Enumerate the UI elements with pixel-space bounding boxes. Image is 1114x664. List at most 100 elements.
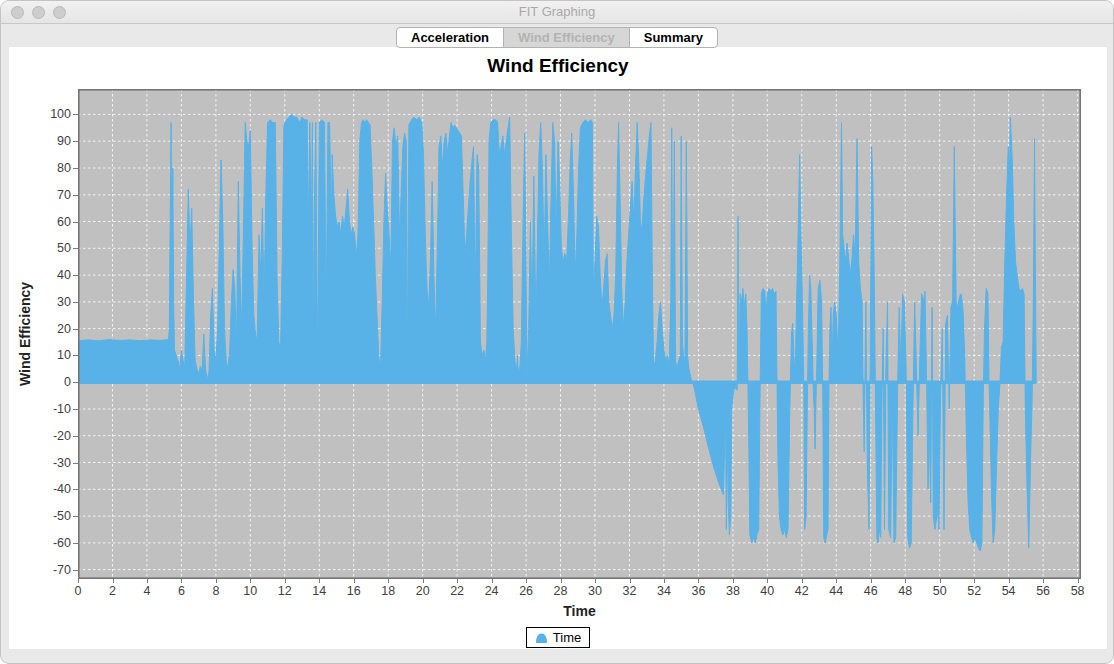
y-tick-label: 50 bbox=[31, 241, 71, 255]
y-tick-mark bbox=[73, 355, 78, 356]
x-tick-mark bbox=[836, 579, 837, 583]
tab-wind-efficiency[interactable]: Wind Efficiency bbox=[503, 27, 630, 48]
y-tick-mark bbox=[73, 168, 78, 169]
app-window: FIT Graphing AccelerationWind Efficiency… bbox=[0, 0, 1114, 664]
wind-efficiency-plot bbox=[78, 89, 1081, 579]
x-tick-mark bbox=[113, 579, 114, 583]
zoom-button[interactable] bbox=[53, 6, 66, 19]
y-tick-mark bbox=[73, 436, 78, 437]
y-tick-label: 70 bbox=[31, 188, 71, 202]
y-tick-mark bbox=[73, 489, 78, 490]
x-tick-mark bbox=[457, 579, 458, 583]
y-tick-mark bbox=[73, 570, 78, 571]
y-tick-label: 90 bbox=[31, 134, 71, 148]
x-tick-mark bbox=[664, 579, 665, 583]
x-tick-label: 20 bbox=[416, 584, 430, 598]
y-tick-label: 80 bbox=[31, 161, 71, 175]
x-axis-label: Time bbox=[78, 603, 1081, 619]
x-tick-label: 8 bbox=[212, 584, 219, 598]
x-tick-mark bbox=[423, 579, 424, 583]
x-tick-label: 26 bbox=[519, 584, 533, 598]
y-tick-label: 20 bbox=[31, 322, 71, 336]
y-tick-label: 100 bbox=[31, 107, 71, 121]
y-tick-mark bbox=[73, 222, 78, 223]
y-tick-mark bbox=[73, 543, 78, 544]
tab-summary[interactable]: Summary bbox=[629, 27, 718, 48]
y-tick-label: 10 bbox=[31, 348, 71, 362]
x-tick-mark bbox=[1078, 579, 1079, 583]
x-tick-label: 50 bbox=[933, 584, 947, 598]
y-tick-label: -40 bbox=[31, 482, 71, 496]
x-tick-label: 44 bbox=[829, 584, 843, 598]
legend: Time bbox=[9, 627, 1107, 648]
x-tick-mark bbox=[561, 579, 562, 583]
y-tick-label: -60 bbox=[31, 536, 71, 550]
x-tick-mark bbox=[974, 579, 975, 583]
y-tick-mark bbox=[73, 463, 78, 464]
x-tick-label: 38 bbox=[726, 584, 740, 598]
x-tick-mark bbox=[802, 579, 803, 583]
minimize-button[interactable] bbox=[32, 6, 45, 19]
x-tick-label: 54 bbox=[1002, 584, 1016, 598]
x-tick-label: 36 bbox=[691, 584, 705, 598]
close-button[interactable] bbox=[11, 6, 24, 19]
x-tick-label: 30 bbox=[588, 584, 602, 598]
tab-acceleration[interactable]: Acceleration bbox=[396, 27, 504, 48]
x-tick-label: 40 bbox=[760, 584, 774, 598]
y-tick-mark bbox=[73, 141, 78, 142]
y-tick-label: -50 bbox=[31, 509, 71, 523]
x-tick-mark bbox=[354, 579, 355, 583]
legend-box: Time bbox=[526, 627, 590, 648]
x-tick-label: 6 bbox=[178, 584, 185, 598]
x-tick-mark bbox=[216, 579, 217, 583]
chart-panel: Wind Efficiency 024681012141618202224262… bbox=[9, 47, 1107, 649]
x-tick-mark bbox=[526, 579, 527, 583]
y-tick-label: 60 bbox=[31, 215, 71, 229]
title-bar: FIT Graphing bbox=[1, 1, 1113, 24]
x-tick-mark bbox=[767, 579, 768, 583]
x-tick-label: 14 bbox=[312, 584, 326, 598]
x-tick-mark bbox=[285, 579, 286, 583]
x-tick-mark bbox=[147, 579, 148, 583]
x-tick-mark bbox=[595, 579, 596, 583]
y-tick-mark bbox=[73, 114, 78, 115]
y-tick-mark bbox=[73, 195, 78, 196]
x-tick-mark bbox=[492, 579, 493, 583]
x-tick-mark bbox=[1043, 579, 1044, 583]
x-tick-mark bbox=[630, 579, 631, 583]
y-tick-label: -70 bbox=[31, 563, 71, 577]
x-tick-label: 16 bbox=[347, 584, 361, 598]
x-tick-label: 0 bbox=[75, 584, 82, 598]
x-tick-mark bbox=[78, 579, 79, 583]
y-axis-label: Wind Efficiency bbox=[17, 282, 33, 386]
y-tick-label: 40 bbox=[31, 268, 71, 282]
x-tick-mark bbox=[905, 579, 906, 583]
x-tick-label: 4 bbox=[143, 584, 150, 598]
y-tick-mark bbox=[73, 302, 78, 303]
x-tick-label: 12 bbox=[278, 584, 292, 598]
x-tick-mark bbox=[319, 579, 320, 583]
x-tick-label: 58 bbox=[1071, 584, 1085, 598]
y-tick-mark bbox=[73, 329, 78, 330]
x-tick-mark bbox=[871, 579, 872, 583]
window-title: FIT Graphing bbox=[1, 1, 1113, 23]
tab-bar: AccelerationWind EfficiencySummary bbox=[1, 27, 1113, 48]
x-tick-mark bbox=[181, 579, 182, 583]
x-tick-mark bbox=[388, 579, 389, 583]
y-tick-label: 0 bbox=[31, 375, 71, 389]
x-tick-label: 24 bbox=[485, 584, 499, 598]
y-tick-mark bbox=[73, 275, 78, 276]
chart-title: Wind Efficiency bbox=[9, 55, 1107, 77]
y-tick-label: 30 bbox=[31, 295, 71, 309]
y-tick-mark bbox=[73, 516, 78, 517]
x-tick-label: 52 bbox=[967, 584, 981, 598]
x-tick-mark bbox=[250, 579, 251, 583]
y-tick-label: -10 bbox=[31, 402, 71, 416]
x-tick-label: 32 bbox=[623, 584, 637, 598]
y-tick-label: -30 bbox=[31, 456, 71, 470]
y-tick-mark bbox=[73, 409, 78, 410]
x-tick-label: 48 bbox=[898, 584, 912, 598]
x-tick-label: 22 bbox=[450, 584, 464, 598]
x-tick-label: 2 bbox=[109, 584, 116, 598]
x-tick-label: 10 bbox=[243, 584, 257, 598]
